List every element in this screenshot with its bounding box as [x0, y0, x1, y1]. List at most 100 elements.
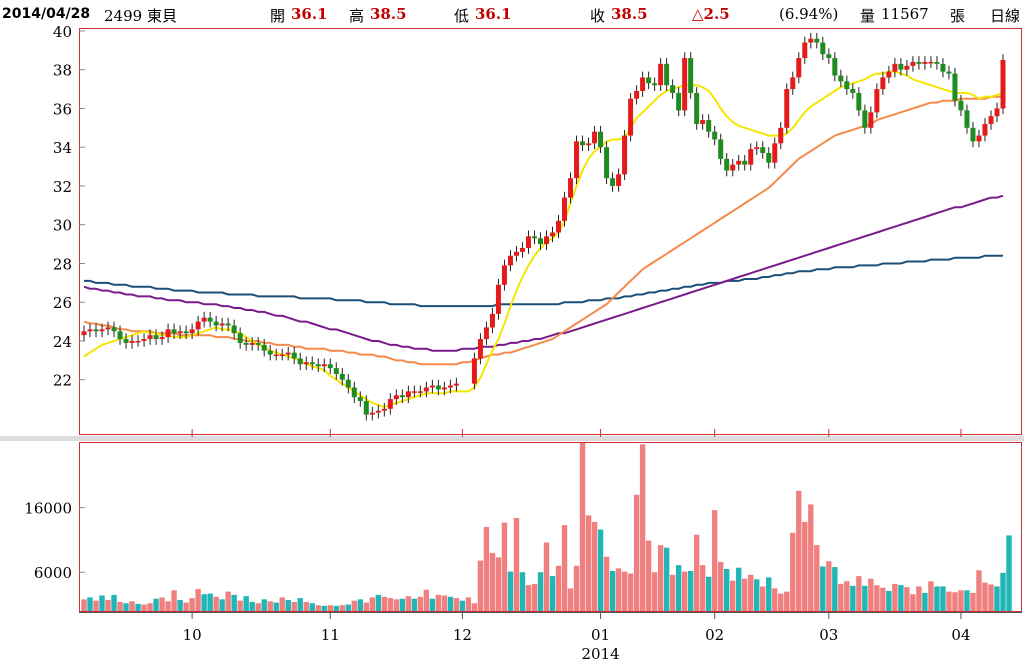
- candle-body: [580, 141, 586, 146]
- volume-bar: [387, 598, 394, 611]
- volume-bar: [537, 572, 544, 611]
- price-panel-frame: [79, 28, 1022, 435]
- volume-bar: [237, 600, 243, 611]
- change-value: △2.5: [692, 5, 730, 23]
- volume-bar: [519, 572, 526, 611]
- volume-bar: [339, 605, 345, 611]
- volume-bar: [904, 587, 910, 611]
- candle-body: [513, 251, 519, 256]
- volume-bar: [814, 545, 820, 611]
- volume-bar: [862, 585, 868, 611]
- month-tick-label: 12: [453, 626, 472, 644]
- candle-body: [694, 92, 700, 124]
- volume-bar: [309, 603, 315, 611]
- candle-body: [117, 331, 123, 340]
- candle-body: [574, 141, 580, 179]
- candle-body: [586, 143, 592, 146]
- volume-bar: [946, 591, 952, 611]
- volume-bar: [123, 603, 129, 611]
- change-percent: (6.94%): [779, 5, 839, 23]
- volume-bar: [832, 567, 838, 611]
- candle-body: [537, 238, 543, 245]
- candle-body: [850, 89, 856, 93]
- close-value: 38.5: [611, 5, 648, 23]
- candle-body: [519, 247, 525, 252]
- volume-bar: [730, 580, 736, 611]
- volume-bar: [772, 588, 778, 611]
- candle-body: [333, 368, 339, 374]
- candle-body: [760, 147, 766, 154]
- candle-body: [363, 401, 369, 415]
- candle-body: [237, 333, 243, 343]
- candle-body: [706, 120, 712, 132]
- candle-body: [622, 135, 628, 175]
- candle-body: [742, 160, 748, 165]
- volume-bar: [693, 534, 700, 611]
- candle-body: [724, 158, 730, 171]
- candle-body: [87, 329, 93, 332]
- volume-bar: [195, 589, 201, 611]
- candle-body: [261, 344, 267, 351]
- price-tick-label: 22: [53, 372, 72, 390]
- month-tick-label: 10: [183, 626, 202, 644]
- volume-bar: [243, 596, 249, 611]
- volume-bar: [976, 570, 982, 611]
- volume-bar: [934, 586, 940, 611]
- candle-body: [994, 108, 1000, 117]
- candle-body: [483, 327, 489, 340]
- price-tick-label: 30: [53, 217, 72, 235]
- volume-bar: [994, 586, 1000, 611]
- candle-body: [910, 61, 916, 66]
- volume-bar: [273, 602, 279, 611]
- candle-body: [105, 327, 111, 330]
- month-tick-label: 03: [819, 626, 838, 644]
- volume-bar: [393, 599, 400, 611]
- volume-bar: [105, 600, 111, 611]
- candle-body: [970, 127, 976, 142]
- volume-bar: [681, 571, 688, 611]
- volume-bar: [93, 600, 99, 611]
- high-label: 高: [349, 7, 365, 25]
- volume-bar: [880, 587, 886, 611]
- price-tick-label: 24: [53, 333, 72, 351]
- candle-body: [81, 331, 87, 336]
- candle-body: [748, 149, 754, 165]
- candle-body: [652, 83, 658, 86]
- candle-body: [243, 342, 249, 345]
- candle-body: [838, 75, 844, 82]
- volume-bar: [87, 597, 93, 611]
- candle-body: [814, 38, 820, 43]
- candle-body: [598, 131, 604, 148]
- candle-body: [489, 313, 495, 328]
- year-label: 2014: [581, 645, 619, 662]
- price-tick-label: 36: [53, 100, 72, 118]
- volume-bar: [820, 566, 826, 611]
- candle-body: [976, 135, 982, 142]
- volume-panel-frame: [79, 442, 1022, 612]
- candle-body: [610, 178, 616, 186]
- volume-bar: [513, 517, 520, 611]
- ma20-line: [83, 95, 1003, 366]
- candle-body: [453, 383, 459, 386]
- volume-bar: [369, 597, 376, 611]
- candle-body: [99, 329, 105, 332]
- candle-body: [369, 412, 375, 415]
- volume-bar: [645, 540, 652, 611]
- candle-body: [291, 352, 297, 359]
- candle-body: [778, 127, 784, 144]
- volume-bar: [699, 565, 706, 611]
- volume-bar: [543, 542, 550, 611]
- volume-tick-label: 6000: [34, 564, 72, 582]
- candle-body: [892, 63, 898, 72]
- volume-bar: [117, 601, 123, 611]
- candle-body: [165, 329, 171, 338]
- candle-body: [886, 71, 892, 78]
- volume-bar: [621, 571, 628, 611]
- volume-bar: [147, 603, 153, 611]
- month-tick-label: 11: [321, 626, 340, 644]
- candle-body: [129, 340, 135, 343]
- candle-body: [345, 379, 351, 388]
- candle-body: [201, 317, 207, 322]
- volume-bar: [952, 592, 958, 611]
- volume-bar: [261, 599, 267, 611]
